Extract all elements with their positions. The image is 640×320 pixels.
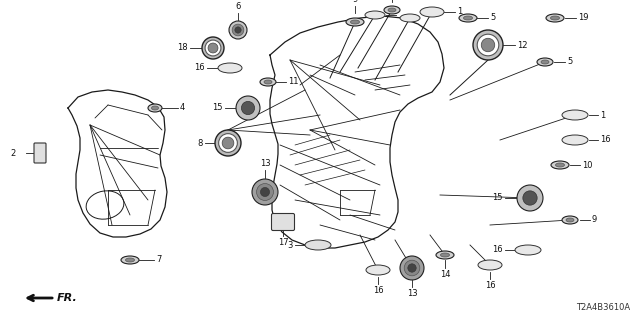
Text: 14: 14: [440, 270, 451, 279]
Circle shape: [232, 24, 244, 36]
Circle shape: [208, 43, 218, 53]
Text: 13: 13: [260, 159, 270, 168]
Text: 7: 7: [156, 255, 161, 265]
Circle shape: [257, 184, 273, 200]
Circle shape: [408, 264, 416, 272]
Ellipse shape: [152, 106, 159, 110]
Text: 1: 1: [600, 110, 605, 119]
Circle shape: [517, 185, 543, 211]
Ellipse shape: [305, 240, 331, 250]
Circle shape: [252, 179, 278, 205]
Text: 6: 6: [236, 2, 241, 11]
Ellipse shape: [515, 245, 541, 255]
Text: 8: 8: [198, 139, 203, 148]
Text: 10: 10: [582, 161, 593, 170]
Text: 9: 9: [353, 0, 358, 4]
Ellipse shape: [562, 216, 578, 224]
Ellipse shape: [121, 256, 139, 264]
Ellipse shape: [459, 14, 477, 22]
Ellipse shape: [546, 14, 564, 22]
Text: 15: 15: [493, 194, 503, 203]
Text: 11: 11: [288, 77, 298, 86]
Circle shape: [205, 40, 221, 56]
Text: 5: 5: [490, 13, 495, 22]
Ellipse shape: [440, 253, 449, 257]
Ellipse shape: [551, 161, 569, 169]
Ellipse shape: [148, 104, 162, 112]
Circle shape: [202, 37, 224, 59]
FancyBboxPatch shape: [34, 143, 46, 163]
Ellipse shape: [537, 58, 553, 66]
Circle shape: [404, 260, 420, 276]
Text: 17: 17: [278, 238, 288, 247]
Circle shape: [400, 256, 424, 280]
Text: FR.: FR.: [57, 293, 77, 303]
Ellipse shape: [550, 16, 559, 20]
Text: 18: 18: [177, 44, 188, 52]
Circle shape: [481, 38, 495, 52]
Ellipse shape: [566, 218, 574, 222]
Ellipse shape: [264, 80, 272, 84]
Ellipse shape: [351, 20, 360, 24]
Ellipse shape: [366, 265, 390, 275]
Ellipse shape: [384, 6, 400, 14]
Ellipse shape: [436, 251, 454, 259]
Text: 16: 16: [600, 135, 611, 145]
Text: 12: 12: [517, 41, 527, 50]
Ellipse shape: [346, 18, 364, 26]
Text: 3: 3: [287, 241, 293, 250]
Circle shape: [473, 30, 503, 60]
Ellipse shape: [260, 78, 276, 86]
Text: 16: 16: [195, 63, 205, 73]
Circle shape: [222, 137, 234, 149]
Text: 4: 4: [180, 103, 185, 113]
FancyBboxPatch shape: [271, 213, 294, 230]
Ellipse shape: [562, 110, 588, 120]
Text: 15: 15: [212, 103, 223, 113]
Text: 16: 16: [492, 245, 503, 254]
Ellipse shape: [541, 60, 549, 64]
Ellipse shape: [218, 63, 242, 73]
Ellipse shape: [400, 14, 420, 22]
Ellipse shape: [420, 7, 444, 17]
Circle shape: [229, 21, 247, 39]
Text: T2A4B3610A: T2A4B3610A: [576, 303, 630, 312]
Circle shape: [236, 96, 260, 120]
Ellipse shape: [388, 8, 396, 12]
Circle shape: [241, 101, 255, 115]
Ellipse shape: [562, 135, 588, 145]
Text: 19: 19: [578, 13, 589, 22]
Ellipse shape: [478, 260, 502, 270]
Circle shape: [235, 27, 241, 33]
Ellipse shape: [556, 163, 564, 167]
Circle shape: [260, 188, 269, 196]
Ellipse shape: [463, 16, 472, 20]
Circle shape: [523, 191, 537, 205]
Circle shape: [477, 34, 499, 56]
Circle shape: [215, 130, 241, 156]
Text: 2: 2: [10, 148, 15, 157]
Circle shape: [219, 134, 237, 152]
Ellipse shape: [365, 11, 385, 19]
Text: 16: 16: [372, 286, 383, 295]
Text: 13: 13: [406, 289, 417, 298]
Ellipse shape: [125, 258, 134, 262]
Text: 9: 9: [592, 215, 597, 225]
Text: 1: 1: [457, 7, 462, 17]
Text: 16: 16: [484, 281, 495, 290]
Text: 5: 5: [567, 58, 572, 67]
